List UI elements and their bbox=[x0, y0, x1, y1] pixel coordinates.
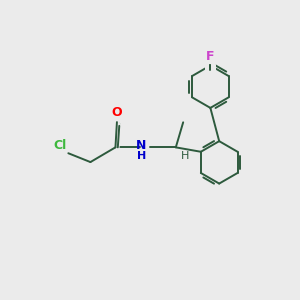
Text: Cl: Cl bbox=[54, 139, 67, 152]
Text: N: N bbox=[136, 139, 146, 152]
Text: H: H bbox=[181, 151, 190, 161]
Text: F: F bbox=[206, 50, 214, 63]
Text: H: H bbox=[137, 151, 146, 160]
Text: O: O bbox=[112, 106, 122, 119]
